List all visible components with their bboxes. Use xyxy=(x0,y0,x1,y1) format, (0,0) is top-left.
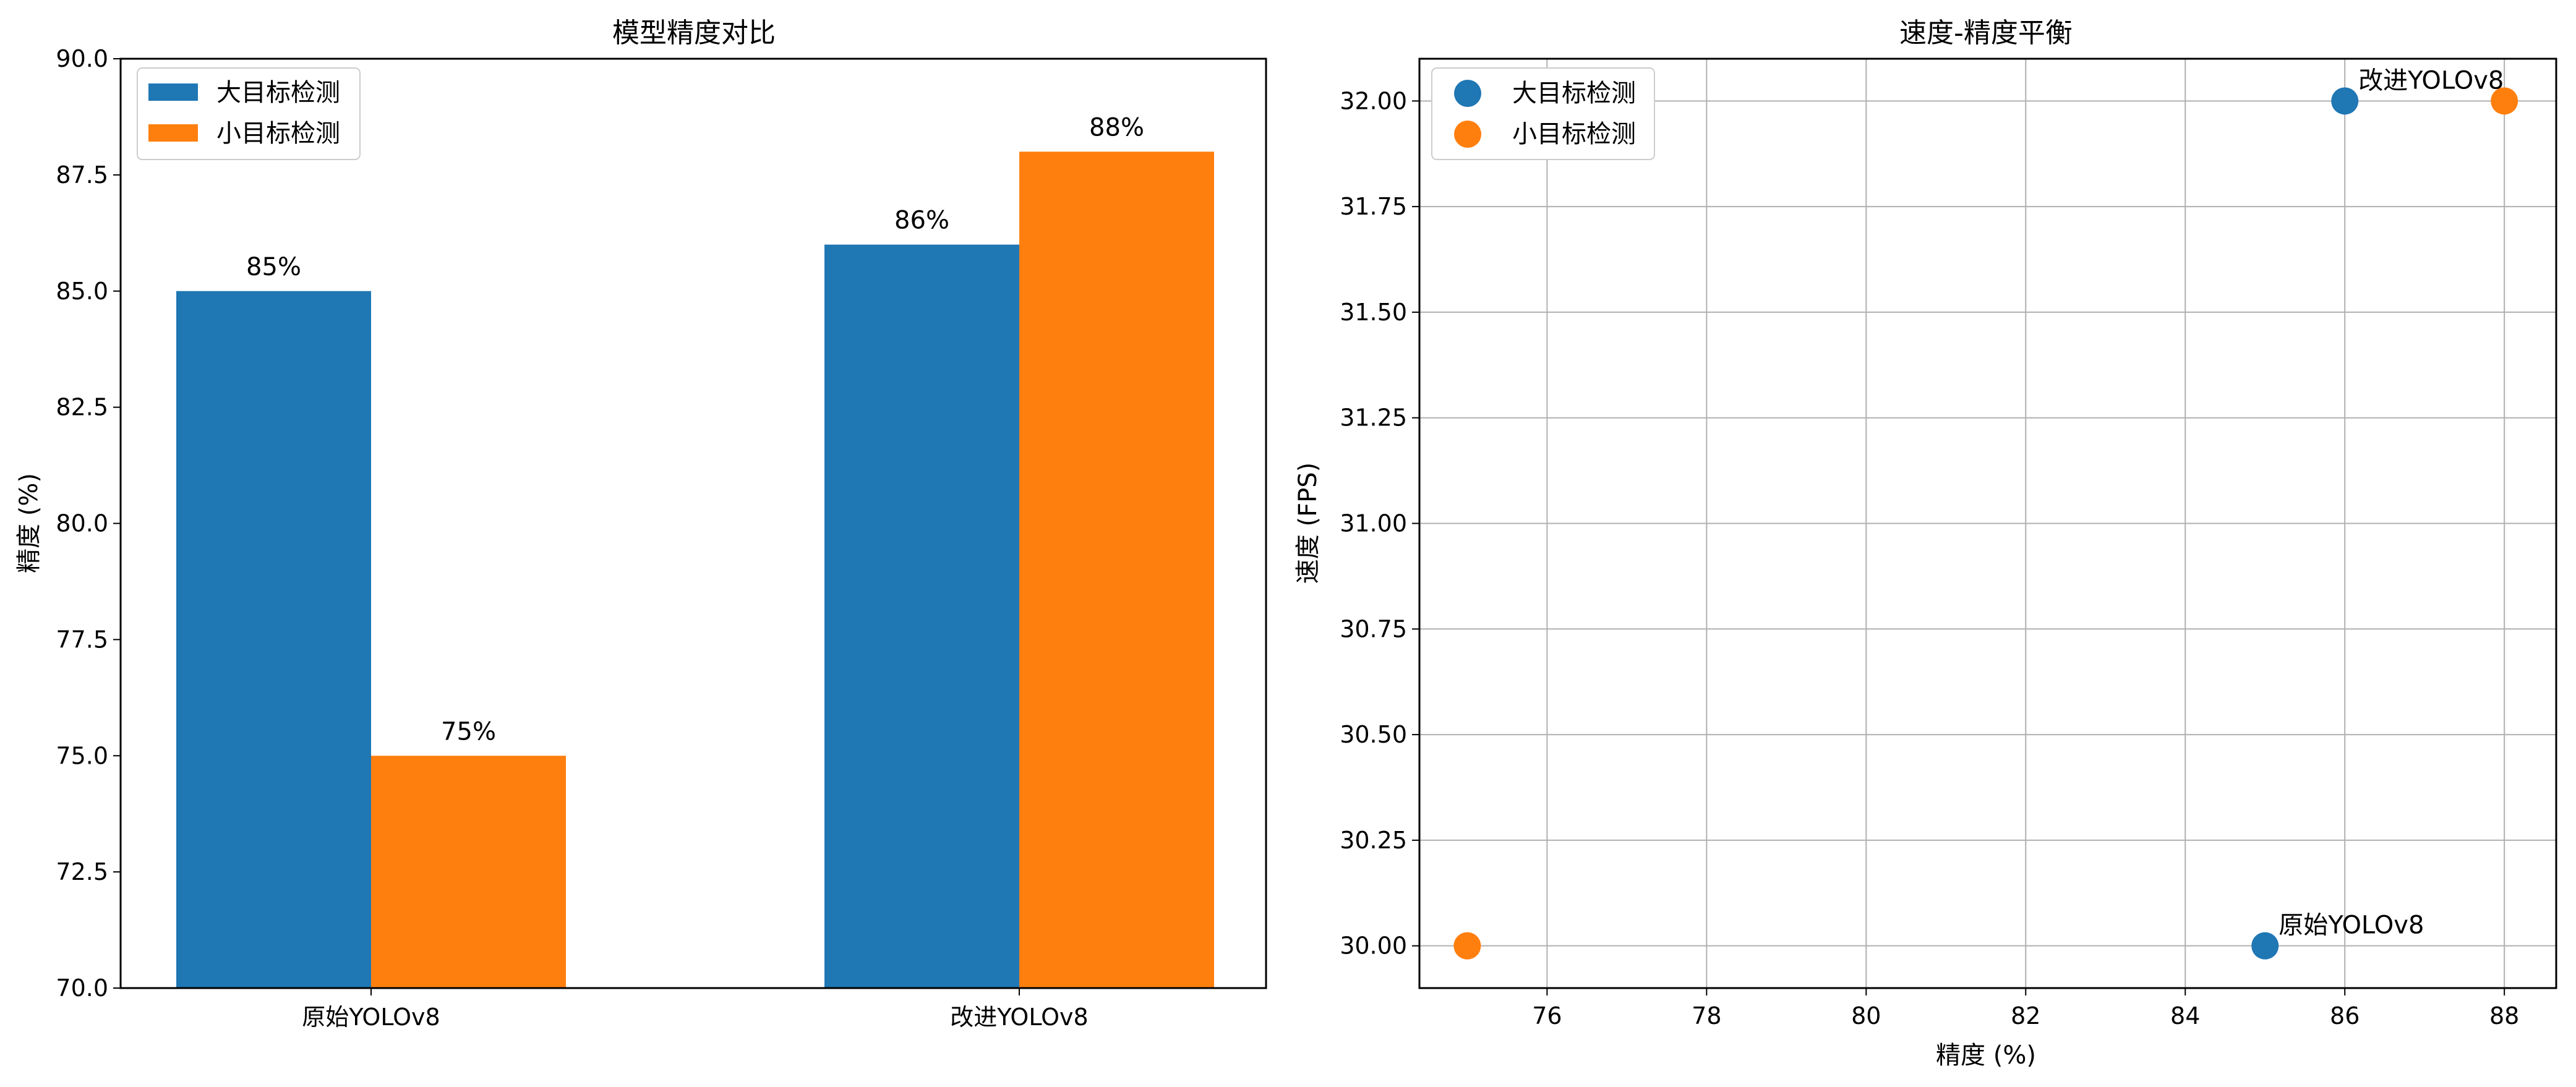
y-tick-label: 31.25 xyxy=(1340,404,1407,432)
scatter-point-2-2 xyxy=(2491,87,2518,115)
bar-chart-ylabel: 精度 (%) xyxy=(15,473,43,573)
scatter-point-1-2 xyxy=(2331,87,2359,115)
y-tick-label: 30.50 xyxy=(1340,721,1407,748)
point-annotation: 改进YOLOv8 xyxy=(2358,66,2504,95)
x-tick-label: 改进YOLOv8 xyxy=(950,1004,1088,1031)
bar-data-label: 86% xyxy=(894,207,949,235)
y-tick-label: 77.5 xyxy=(56,626,108,653)
y-tick-label: 87.5 xyxy=(56,161,108,189)
bar-2-1 xyxy=(371,756,566,988)
legend-swatch-series2 xyxy=(148,124,198,142)
legend-label-series2: 小目标检测 xyxy=(216,119,340,148)
bar-chart-legend: 大目标检测 小目标检测 xyxy=(137,67,361,160)
x-tick-label: 76 xyxy=(1532,1002,1562,1029)
scatter-point-1-1 xyxy=(2251,932,2279,960)
x-tick-label: 78 xyxy=(1692,1002,1721,1029)
scatter-chart-ylabel: 速度 (FPS) xyxy=(1294,463,1322,584)
y-tick-label: 72.5 xyxy=(56,858,108,885)
scatter-chart-x-axis: 76 78 80 82 84 86 88 xyxy=(1532,988,2519,1029)
bar-chart: 模型精度对比 85% 86% 75% 88% 70.0 72.5 75.0 77.5 80.0… xyxy=(15,17,1267,1031)
x-tick-label: 86 xyxy=(2330,1002,2360,1029)
y-tick-label: 31.75 xyxy=(1340,193,1407,220)
y-tick-label: 32.00 xyxy=(1340,87,1407,114)
y-tick-label: 90.0 xyxy=(56,45,108,72)
legend-label-series2: 小目标检测 xyxy=(1512,120,1636,148)
y-tick-label: 85.0 xyxy=(56,278,108,305)
bar-chart-x-axis: 原始YOLOv8 改进YOLOv8 xyxy=(302,988,1089,1031)
x-tick-label: 82 xyxy=(2011,1002,2040,1029)
bar-data-label: 88% xyxy=(1089,113,1144,142)
bar-2-2 xyxy=(1019,151,1214,988)
y-tick-label: 82.5 xyxy=(56,394,108,421)
y-tick-label: 30.00 xyxy=(1340,932,1407,960)
scatter-chart-points: 原始YOLOv8 改进YOLOv8 xyxy=(1453,66,2518,960)
scatter-chart-xlabel: 精度 (%) xyxy=(1936,1041,2036,1070)
bar-data-label: 85% xyxy=(246,253,301,281)
scatter-chart-title: 速度-精度平衡 xyxy=(1899,17,2073,49)
x-tick-label: 88 xyxy=(2489,1002,2519,1029)
legend-swatch-series1 xyxy=(148,83,198,101)
scatter-chart-y-axis: 30.00 30.25 30.50 30.75 31.00 31.25 31.50 31.75… xyxy=(1340,87,1419,960)
y-tick-label: 70.0 xyxy=(56,974,108,1002)
y-tick-label: 30.25 xyxy=(1340,827,1407,854)
x-tick-label: 84 xyxy=(2170,1002,2200,1029)
scatter-point-2-1 xyxy=(1453,932,1481,960)
legend-marker-series1 xyxy=(1454,80,1481,107)
y-tick-label: 30.75 xyxy=(1340,615,1407,642)
y-tick-label: 80.0 xyxy=(56,510,108,537)
bar-1-1 xyxy=(176,291,371,988)
y-tick-label: 31.00 xyxy=(1340,510,1407,537)
legend-label-series1: 大目标检测 xyxy=(1512,79,1636,108)
bar-1-2 xyxy=(824,244,1019,989)
x-tick-label: 80 xyxy=(1851,1002,1881,1029)
legend-marker-series2 xyxy=(1454,121,1481,148)
x-tick-label: 原始YOLOv8 xyxy=(302,1004,440,1031)
bar-chart-bars: 85% 86% 75% 88% xyxy=(176,113,1214,989)
y-tick-label: 75.0 xyxy=(56,742,108,769)
legend-label-series1: 大目标检测 xyxy=(216,79,340,107)
bar-chart-y-axis: 70.0 72.5 75.0 77.5 80.0 82.5 85.0 87.5 90.0 xyxy=(56,45,121,1002)
bar-chart-title: 模型精度对比 xyxy=(612,17,776,49)
scatter-chart: 速度-精度平衡 原始YOLOv8 改进YOLOv8 30.00 30.25 30.50… xyxy=(1294,17,2557,1070)
bar-data-label: 75% xyxy=(441,717,496,746)
scatter-chart-grid xyxy=(1419,59,2556,988)
legend-frame xyxy=(1431,67,1655,160)
scatter-chart-legend: 大目标检测 小目标检测 xyxy=(1431,67,1655,160)
y-tick-label: 31.50 xyxy=(1340,299,1407,326)
point-annotation: 原始YOLOv8 xyxy=(2279,911,2424,940)
